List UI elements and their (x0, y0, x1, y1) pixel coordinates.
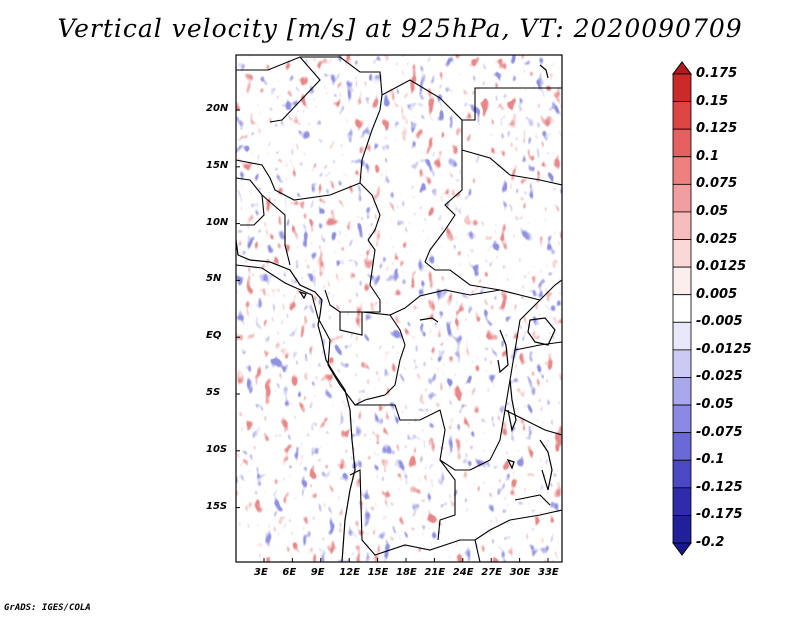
chart-title: Vertical velocity [m/s] at 925hPa, VT: 2… (57, 14, 743, 43)
colorbar-label: -0.025 (696, 369, 743, 385)
colorbar-label: -0.125 (696, 479, 743, 495)
colorbar-swatch (672, 128, 692, 158)
colorbar-swatch (672, 487, 692, 516)
y-tick-label: 10N (206, 216, 229, 228)
colorbar-swatch (672, 266, 692, 296)
x-tick-label: 24E (452, 567, 474, 578)
plot-frame (235, 54, 563, 563)
colorbar-swatch (672, 377, 692, 406)
colorbar-swatch (672, 211, 692, 240)
colorbar-label: 0.1 (696, 148, 720, 164)
colorbar-swatch (672, 101, 692, 130)
x-tick-label: 15E (367, 567, 389, 578)
y-tick-label: 15S (206, 500, 228, 512)
y-tick-label: 5S (206, 387, 221, 398)
colorbar-min-arrow (672, 542, 692, 556)
colorbar-label: 0.125 (696, 121, 738, 137)
colorbar-label: 0.075 (696, 176, 738, 192)
colorbar-swatch (672, 515, 692, 544)
colorbar-label: -0.075 (696, 424, 743, 440)
footer-credit: GrADS: IGES/COLA (4, 603, 91, 613)
colorbar-swatch (672, 156, 692, 185)
x-tick-label: 12E (339, 567, 360, 578)
colorbar-label: -0.175 (696, 507, 743, 523)
colorbar-label: -0.1 (696, 452, 725, 468)
colorbar-swatch (672, 404, 692, 434)
colorbar-label: -0.005 (696, 314, 743, 330)
colorbar-label: 0.0125 (696, 259, 747, 275)
country-borders (236, 56, 562, 562)
x-tick-label: 21E (424, 567, 446, 578)
colorbar-swatch (672, 321, 692, 351)
y-tick-label: 10S (206, 443, 228, 455)
x-tick-label: 6E (282, 567, 297, 578)
colorbar-swatch (672, 239, 692, 268)
axis-ticks (236, 109, 549, 562)
colorbar-swatch (672, 73, 692, 102)
colorbar-swatch (672, 183, 692, 213)
colorbar-swatch (672, 459, 692, 489)
colorbar-label: 0.025 (696, 231, 738, 247)
y-tick-label: 15N (206, 159, 229, 171)
colorbar-label: -0.05 (696, 397, 734, 413)
x-tick-label: 9E (310, 567, 325, 578)
colorbar-swatch (672, 349, 692, 378)
vertical-velocity-field (236, 55, 562, 562)
colorbar-label: 0.05 (696, 203, 729, 219)
colorbar-label: 0.175 (696, 66, 738, 81)
x-tick-label: 27E (481, 567, 502, 578)
x-tick-label: 3E (254, 567, 268, 578)
colorbar-label: 0.005 (696, 286, 738, 302)
y-tick-label: 5N (206, 273, 222, 285)
colorbar-label: 0.15 (696, 93, 729, 109)
colorbar-label: -0.0125 (696, 341, 752, 357)
y-tick-label: EQ (206, 330, 222, 342)
x-tick-label: 30E (509, 567, 531, 578)
colorbar-label: -0.2 (696, 535, 725, 550)
y-tick-label: 20N (206, 103, 229, 114)
coastlines-and-lakes (236, 64, 556, 562)
colorbar-max-arrow (672, 61, 692, 75)
x-tick-label: 33E (538, 567, 559, 578)
colorbar (672, 61, 692, 556)
colorbar-swatch (672, 432, 692, 461)
colorbar-swatch (672, 294, 692, 323)
x-tick-label: 18E (396, 567, 417, 578)
